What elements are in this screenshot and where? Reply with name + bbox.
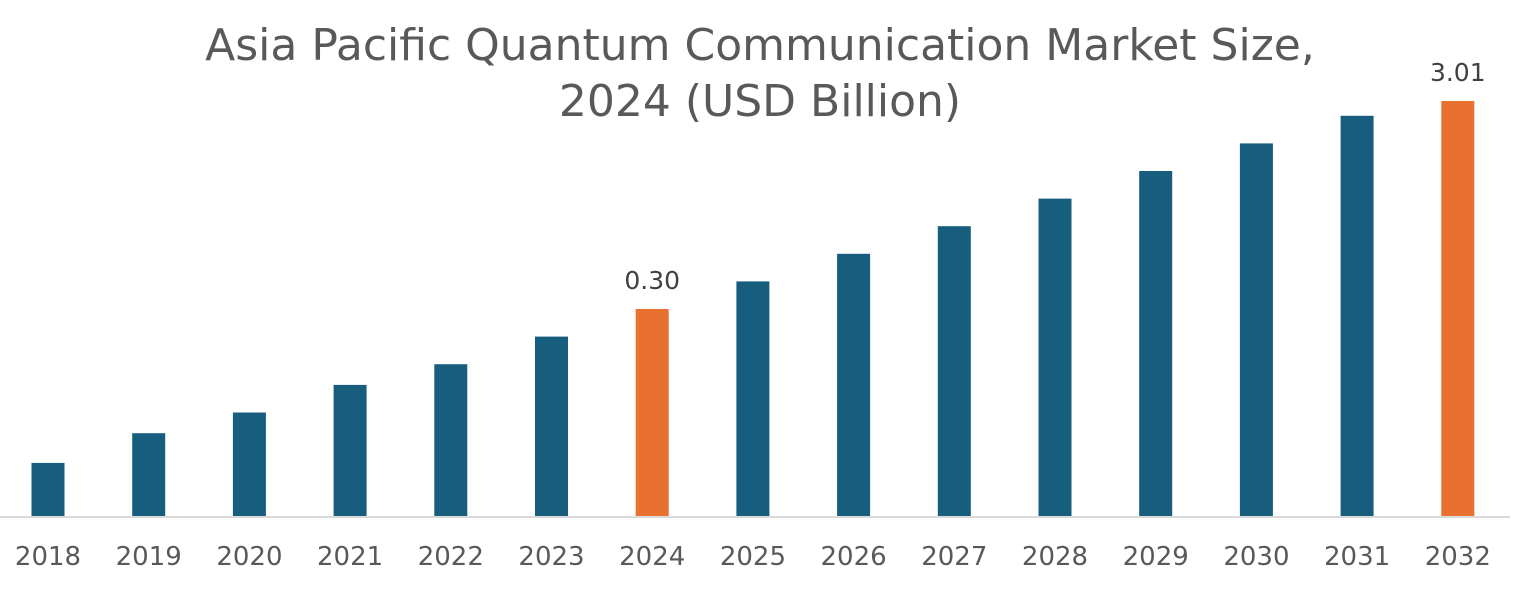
x-tick-label-2031: 2031 bbox=[1324, 542, 1390, 572]
x-tick-label-2032: 2032 bbox=[1425, 542, 1491, 572]
x-tick-label-2024: 2024 bbox=[619, 542, 685, 572]
bar-2022 bbox=[434, 364, 468, 516]
data-label-2024: 0.30 bbox=[624, 266, 680, 295]
bar-2026 bbox=[837, 253, 871, 517]
x-tick-label-2018: 2018 bbox=[15, 542, 81, 572]
bar-2018 bbox=[31, 462, 65, 516]
bar-2029 bbox=[1139, 171, 1173, 516]
bar-2030 bbox=[1239, 143, 1273, 516]
bar-2032 bbox=[1441, 101, 1475, 516]
x-tick-label-2029: 2029 bbox=[1123, 542, 1189, 572]
bar-2025 bbox=[736, 281, 770, 516]
x-tick-label-2021: 2021 bbox=[317, 542, 383, 572]
bar-2023 bbox=[535, 336, 568, 516]
bar-2031 bbox=[1340, 115, 1374, 517]
x-tick-label-2025: 2025 bbox=[720, 542, 786, 572]
bar-2020 bbox=[232, 412, 266, 516]
x-tick-label-2022: 2022 bbox=[418, 542, 484, 572]
x-tick-label-2030: 2030 bbox=[1223, 542, 1289, 572]
bar-2024 bbox=[635, 309, 669, 516]
x-tick-label-2026: 2026 bbox=[821, 542, 887, 572]
data-label-2032: 3.01 bbox=[1430, 58, 1486, 87]
bar-2028 bbox=[1038, 198, 1072, 516]
x-tick-label-2020: 2020 bbox=[216, 542, 282, 572]
x-tick-label-2023: 2023 bbox=[518, 542, 584, 572]
chart-title: Asia Pacific Quantum Communication Marke… bbox=[205, 20, 1315, 127]
bar-2027 bbox=[937, 226, 971, 516]
bar-2021 bbox=[333, 384, 367, 516]
x-tick-label-2027: 2027 bbox=[921, 542, 987, 572]
bar-2019 bbox=[132, 433, 166, 516]
x-tick-label-2019: 2019 bbox=[116, 542, 182, 572]
x-tick-label-2028: 2028 bbox=[1022, 542, 1088, 572]
